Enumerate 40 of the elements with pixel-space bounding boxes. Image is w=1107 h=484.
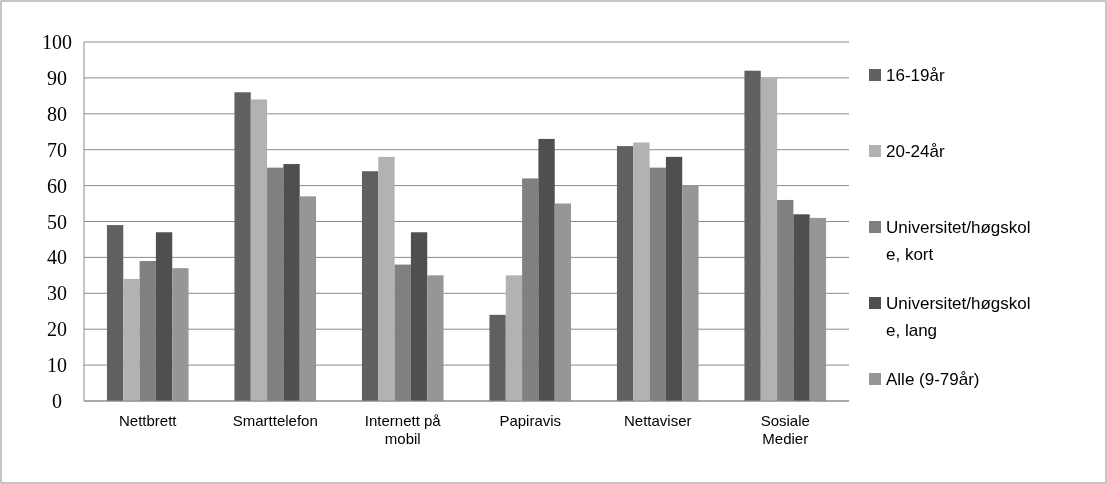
bar — [378, 156, 395, 401]
legend-label: 20-24år — [886, 141, 945, 161]
bar — [633, 142, 650, 401]
bar — [744, 70, 761, 401]
legend-label: Alle (9-79år) — [886, 369, 980, 389]
y-tick-label: 90 — [47, 66, 67, 89]
bar — [123, 278, 140, 401]
y-tick-label: 0 — [52, 390, 62, 412]
bar — [665, 156, 683, 401]
x-tick-label: Nettbrett — [118, 412, 178, 429]
bar — [234, 92, 251, 401]
x-tick-label: Nettaviser — [623, 412, 692, 429]
x-tick-label: Internett på mobil — [364, 412, 442, 447]
legend-label: Universitet/høgskole, kort — [886, 217, 1031, 264]
bar — [361, 171, 379, 401]
y-tick-label: 20 — [47, 318, 67, 341]
bar — [538, 138, 555, 401]
bar — [250, 99, 268, 401]
y-tick-label: 30 — [47, 282, 67, 305]
legend-label: 16-19år — [886, 65, 945, 85]
y-tick-label: 40 — [47, 246, 67, 269]
legend-label: Universitet/høgskole, lang — [886, 293, 1031, 340]
y-tick-label: 10 — [47, 354, 67, 377]
y-tick-label: 60 — [47, 174, 67, 197]
y-tick-label: 50 — [47, 210, 67, 233]
x-tick-label: Papiravis — [499, 412, 562, 429]
bar — [489, 314, 506, 401]
bar — [283, 164, 300, 401]
bar — [760, 77, 778, 401]
bar — [155, 232, 173, 401]
bar — [793, 214, 810, 401]
x-tick-label: Sosiale Medier — [760, 412, 810, 447]
bar — [106, 225, 124, 401]
y-tick-label: 80 — [47, 102, 67, 125]
y-tick-label: 100 — [42, 31, 72, 53]
y-tick-label: 70 — [47, 138, 67, 161]
x-tick-label: Smarttelefon — [232, 412, 318, 429]
bar — [616, 146, 634, 401]
bar — [410, 232, 428, 401]
bar — [505, 275, 523, 401]
